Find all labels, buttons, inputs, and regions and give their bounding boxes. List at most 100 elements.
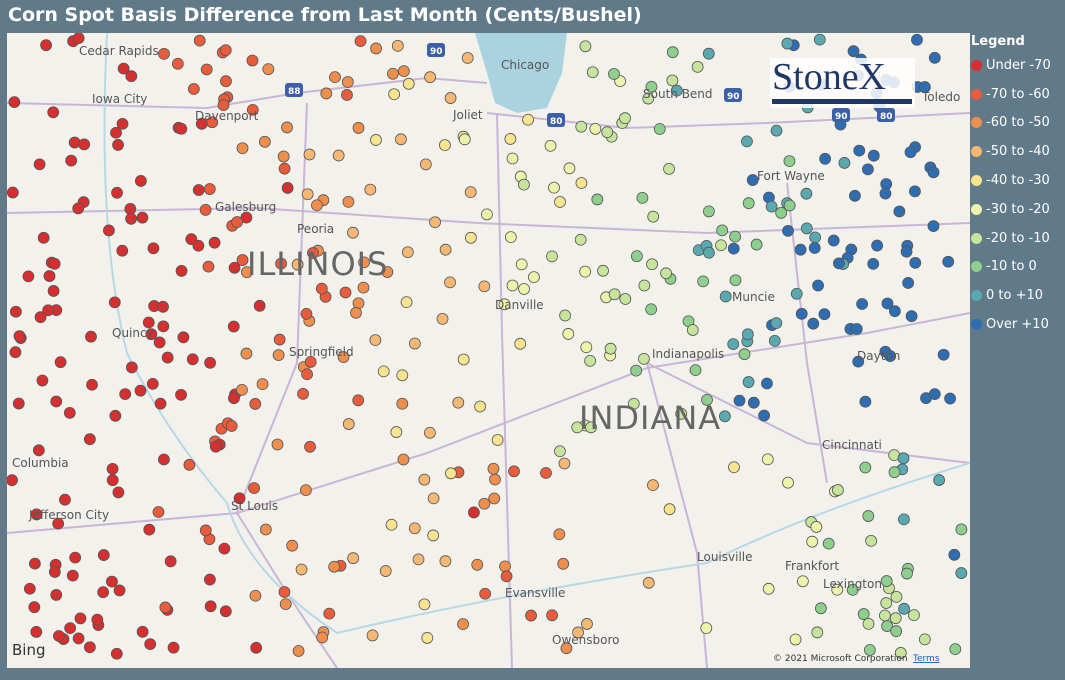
marker — [259, 523, 272, 536]
marker — [143, 523, 156, 536]
marker — [862, 510, 875, 522]
marker — [419, 158, 432, 171]
highway-shields: 90 88 80 90 90 80 — [285, 43, 895, 127]
marker — [342, 195, 355, 208]
marker — [897, 452, 910, 465]
marker — [604, 342, 617, 355]
marker — [152, 506, 165, 518]
marker — [597, 264, 609, 277]
marker — [246, 103, 259, 116]
marker — [281, 121, 293, 134]
marker — [158, 47, 170, 60]
marker — [619, 112, 631, 125]
marker — [199, 203, 212, 216]
marker — [918, 633, 931, 646]
marker — [307, 247, 319, 259]
legend-swatch — [971, 146, 982, 158]
marker — [927, 166, 940, 179]
marker — [719, 410, 731, 423]
marker — [33, 158, 46, 171]
legend-item: -30 to -20 — [971, 195, 1065, 224]
legend-item: 0 to +10 — [971, 281, 1065, 310]
marker — [159, 601, 172, 614]
marker — [518, 178, 530, 191]
marker — [78, 138, 91, 151]
marker — [277, 150, 290, 163]
city-label: Indianapolis — [652, 347, 724, 361]
marker — [40, 39, 52, 52]
marker — [136, 625, 149, 638]
shield-label: 88 — [288, 87, 301, 97]
marker — [909, 185, 921, 198]
marker — [48, 566, 61, 578]
marker — [815, 602, 827, 615]
marker — [225, 420, 238, 432]
legend-label: -40 to -30 — [986, 173, 1050, 189]
marker — [514, 337, 527, 350]
legend-item: -20 to -10 — [971, 224, 1065, 253]
marker — [304, 440, 316, 453]
marker — [63, 406, 76, 419]
marker — [728, 461, 740, 474]
marker — [813, 33, 826, 46]
city-label: Joliet — [452, 108, 483, 122]
marker — [775, 206, 788, 219]
marker — [175, 388, 187, 401]
marker — [12, 397, 25, 410]
marker — [145, 328, 158, 341]
marker — [412, 553, 425, 566]
marker — [301, 188, 314, 201]
marker — [295, 563, 308, 576]
marker — [396, 397, 409, 410]
legend-swatch — [971, 203, 982, 215]
marker — [421, 632, 434, 644]
marker — [862, 617, 875, 630]
marker — [153, 336, 166, 349]
marker — [810, 521, 823, 533]
marker — [867, 257, 880, 270]
marker — [146, 377, 159, 390]
marker — [554, 445, 566, 458]
city-label: Evansville — [505, 586, 565, 600]
marker — [50, 395, 63, 408]
marker — [572, 626, 584, 639]
marker — [489, 473, 501, 486]
marker — [427, 492, 440, 505]
marker — [241, 266, 253, 279]
marker — [591, 193, 604, 206]
marker — [193, 34, 206, 47]
marker — [741, 328, 754, 341]
legend-label: -70 to -60 — [986, 86, 1050, 102]
marker — [219, 605, 232, 618]
marker — [703, 205, 715, 218]
marker — [292, 645, 305, 657]
marker — [522, 113, 534, 126]
marker — [686, 324, 699, 336]
marker — [320, 87, 333, 100]
marker — [575, 120, 588, 133]
marker — [540, 467, 552, 479]
marker — [589, 123, 602, 135]
marker — [164, 555, 177, 568]
city-label: Quincy — [112, 326, 154, 340]
marker — [742, 197, 755, 210]
shield-label: 80 — [550, 117, 563, 127]
terms-link[interactable]: Terms — [912, 654, 940, 664]
marker — [790, 287, 803, 300]
marker — [666, 46, 679, 59]
marker — [627, 397, 640, 410]
marker — [831, 583, 844, 596]
marker — [377, 365, 390, 378]
marker — [390, 426, 403, 438]
marker — [142, 316, 155, 329]
marker — [770, 317, 783, 330]
marker — [948, 548, 961, 561]
legend-item: -40 to -30 — [971, 166, 1065, 195]
marker — [157, 300, 169, 313]
legend: Legend Under -70 -70 to -60 -60 to -50 -50 … — [971, 34, 1065, 339]
marker — [352, 122, 365, 134]
marker — [136, 211, 149, 224]
marker — [364, 183, 377, 196]
marker — [575, 177, 588, 189]
marker — [397, 65, 410, 78]
